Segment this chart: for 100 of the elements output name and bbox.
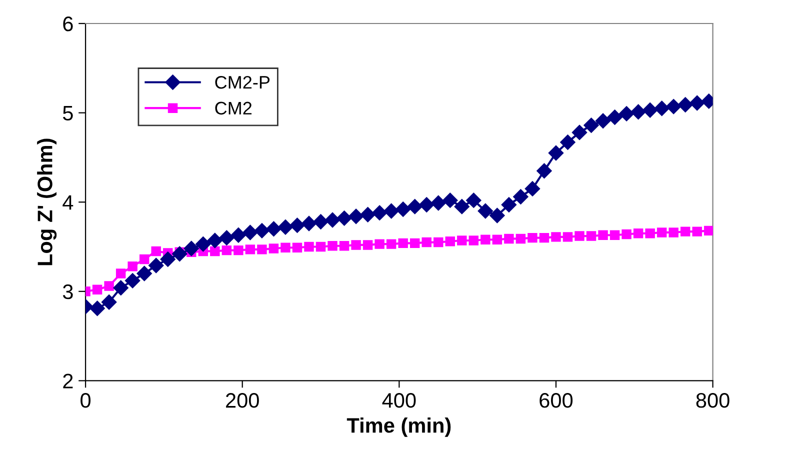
point bbox=[633, 228, 644, 238]
x-axis-title: Time (min) bbox=[346, 417, 451, 437]
point bbox=[116, 268, 126, 278]
point bbox=[504, 234, 514, 244]
point bbox=[607, 110, 622, 125]
point bbox=[586, 231, 596, 241]
point bbox=[210, 246, 220, 256]
point bbox=[584, 118, 599, 133]
point bbox=[160, 252, 176, 267]
point bbox=[618, 106, 634, 122]
point bbox=[304, 242, 314, 252]
point bbox=[480, 234, 490, 244]
point bbox=[410, 238, 420, 248]
point bbox=[374, 239, 384, 249]
point bbox=[560, 134, 576, 150]
point bbox=[222, 245, 232, 256]
point bbox=[172, 246, 188, 262]
point bbox=[386, 239, 396, 249]
point bbox=[668, 228, 678, 238]
point bbox=[104, 281, 114, 291]
y-tick-label: 6 bbox=[63, 16, 73, 32]
point bbox=[610, 230, 620, 240]
point bbox=[595, 113, 611, 128]
point bbox=[384, 203, 399, 219]
point bbox=[430, 195, 446, 211]
point bbox=[351, 240, 361, 250]
point bbox=[292, 242, 302, 253]
point bbox=[572, 124, 588, 140]
point bbox=[407, 198, 422, 214]
point bbox=[328, 240, 338, 251]
point bbox=[548, 145, 564, 161]
point bbox=[230, 228, 246, 243]
point bbox=[468, 236, 479, 246]
point bbox=[466, 192, 482, 208]
point bbox=[524, 181, 540, 196]
y-tick-label: 5 bbox=[62, 106, 73, 121]
point bbox=[372, 205, 388, 220]
point bbox=[539, 232, 550, 243]
point bbox=[254, 223, 270, 238]
y-tick-label: 2 bbox=[63, 374, 73, 388]
point bbox=[678, 97, 693, 112]
point bbox=[128, 262, 138, 272]
point bbox=[301, 216, 317, 232]
point bbox=[268, 244, 279, 254]
point bbox=[396, 202, 411, 217]
point bbox=[622, 229, 632, 240]
point bbox=[207, 232, 222, 248]
point bbox=[362, 240, 373, 250]
point bbox=[704, 226, 713, 236]
point bbox=[324, 212, 340, 228]
point bbox=[642, 102, 658, 118]
point bbox=[125, 273, 140, 288]
point bbox=[513, 189, 528, 204]
point bbox=[257, 244, 267, 254]
point bbox=[528, 232, 538, 243]
point bbox=[574, 231, 584, 241]
point bbox=[434, 237, 444, 248]
point bbox=[278, 220, 294, 235]
point bbox=[348, 208, 364, 224]
point bbox=[90, 300, 105, 316]
point bbox=[454, 198, 470, 214]
point bbox=[516, 234, 526, 244]
point bbox=[234, 245, 244, 256]
point bbox=[551, 232, 561, 242]
point bbox=[598, 230, 608, 240]
legend-label: CM2 bbox=[215, 102, 252, 115]
point bbox=[266, 221, 282, 236]
point bbox=[219, 230, 234, 246]
point bbox=[290, 218, 305, 233]
point bbox=[445, 236, 455, 246]
point bbox=[313, 214, 328, 230]
point bbox=[442, 192, 458, 208]
point bbox=[490, 208, 505, 224]
y-tick-label: 3 bbox=[62, 284, 73, 300]
point bbox=[536, 163, 552, 178]
x-tick-label: 800 bbox=[696, 393, 730, 408]
point bbox=[101, 294, 117, 310]
point bbox=[151, 246, 161, 256]
point bbox=[360, 207, 376, 222]
x-tick-label: 0 bbox=[80, 393, 91, 408]
point bbox=[398, 238, 408, 248]
point bbox=[501, 197, 517, 212]
point bbox=[139, 254, 150, 264]
point bbox=[457, 236, 467, 246]
x-tick-label: 400 bbox=[382, 393, 416, 408]
point bbox=[245, 244, 256, 254]
point bbox=[92, 284, 102, 294]
x-tick-label: 200 bbox=[226, 393, 259, 408]
point bbox=[136, 266, 152, 282]
point bbox=[692, 226, 702, 236]
point bbox=[148, 258, 164, 274]
point bbox=[280, 242, 290, 253]
point bbox=[336, 210, 352, 226]
x-tick-label: 600 bbox=[540, 393, 573, 408]
point bbox=[562, 232, 573, 242]
legend-label: CM2-P bbox=[215, 76, 270, 89]
point bbox=[492, 234, 502, 244]
point bbox=[196, 236, 211, 252]
point bbox=[422, 237, 432, 248]
point bbox=[339, 240, 350, 251]
